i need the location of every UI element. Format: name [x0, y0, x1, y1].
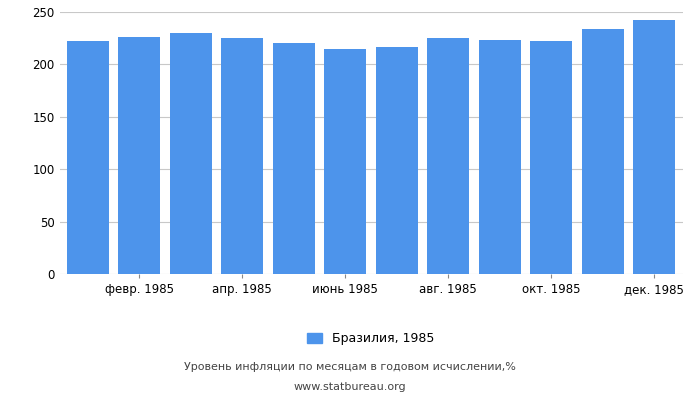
Bar [582, 29, 624, 274]
Bar [324, 49, 366, 274]
Bar [169, 33, 212, 274]
Bar [530, 41, 573, 274]
Text: Уровень инфляции по месяцам в годовом исчислении,%: Уровень инфляции по месяцам в годовом ис… [184, 362, 516, 372]
Bar [66, 41, 109, 274]
Legend: Бразилия, 1985: Бразилия, 1985 [302, 328, 440, 350]
Bar [479, 40, 521, 274]
Text: www.statbureau.org: www.statbureau.org [294, 382, 406, 392]
Bar [118, 37, 160, 274]
Bar [376, 46, 418, 274]
Bar [633, 20, 676, 274]
Bar [427, 38, 469, 274]
Bar [273, 44, 315, 274]
Bar [221, 38, 263, 274]
